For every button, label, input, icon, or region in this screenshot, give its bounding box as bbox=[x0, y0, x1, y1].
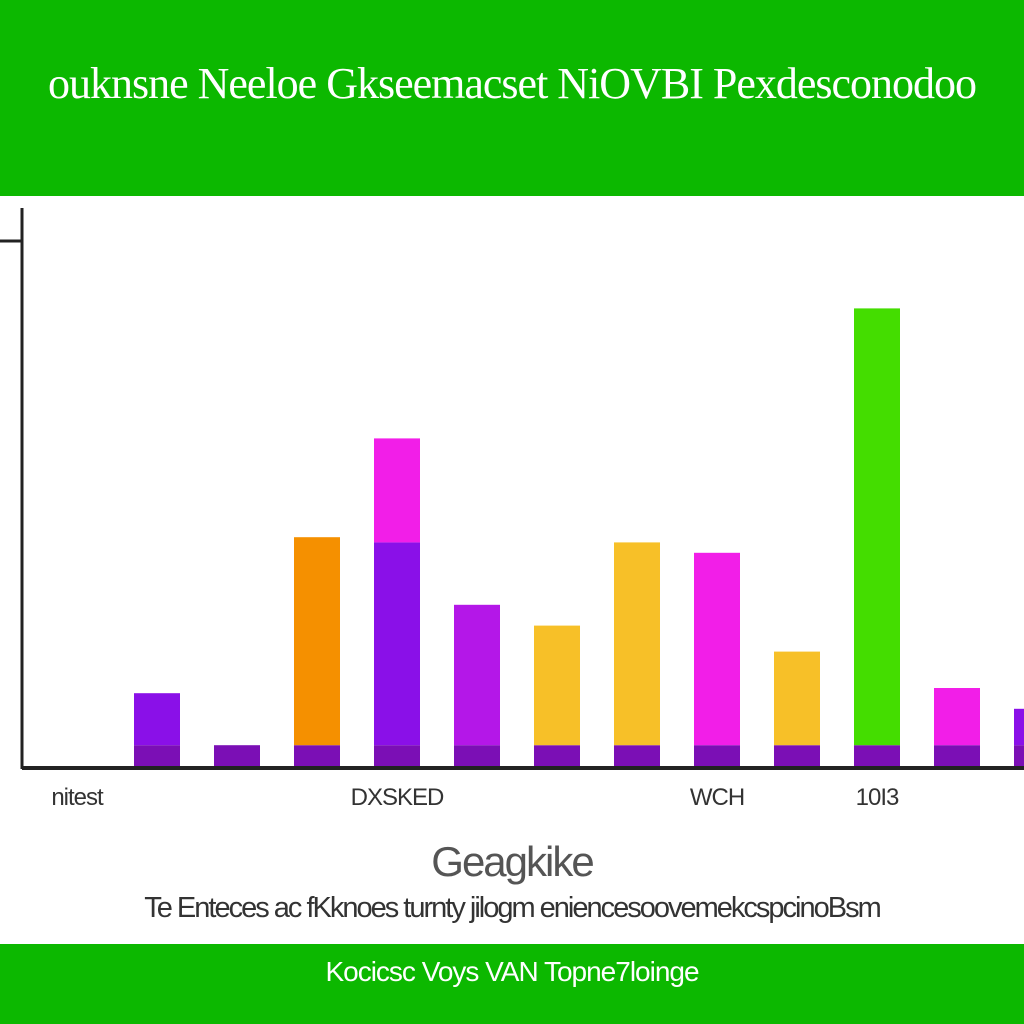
bars-layer bbox=[134, 308, 1024, 766]
bar-8-segment-1 bbox=[694, 552, 740, 746]
bar-1-segment-1 bbox=[134, 693, 180, 746]
footer-band bbox=[0, 944, 1024, 1024]
bar-6-segment-0 bbox=[534, 745, 580, 766]
x-axis-label: Geagkike bbox=[431, 838, 594, 885]
bar-3-segment-1 bbox=[294, 537, 340, 746]
bar-4-segment-2 bbox=[374, 438, 420, 543]
bar-5-segment-1 bbox=[454, 604, 500, 746]
category-label-2: WCH bbox=[689, 784, 745, 811]
bar-9-segment-0 bbox=[774, 745, 820, 766]
bar-4-segment-1 bbox=[374, 542, 420, 746]
bar-7-segment-1 bbox=[614, 542, 660, 746]
bar-8-segment-0 bbox=[694, 745, 740, 766]
bar-3-segment-0 bbox=[294, 745, 340, 766]
bar-4-segment-0 bbox=[374, 745, 420, 766]
bar-chart bbox=[0, 208, 1024, 770]
bar-2-segment-0 bbox=[214, 745, 260, 766]
bar-12-segment-1 bbox=[1014, 708, 1024, 746]
bar-7-segment-0 bbox=[614, 745, 660, 766]
chart-caption: Te Enteces ac fKknoes turnty jilogm enie… bbox=[144, 892, 882, 924]
bar-11-segment-1 bbox=[934, 688, 980, 746]
category-label-1: DXSKED bbox=[350, 784, 445, 811]
bar-11-segment-0 bbox=[934, 745, 980, 766]
category-label-3: 10I3 bbox=[855, 784, 900, 811]
header-band bbox=[0, 0, 1024, 196]
chart-header-title: ouknsne Neeloe Gkseemacset NiOVBI Pexdes… bbox=[47, 59, 977, 108]
category-label-0: nitest bbox=[51, 784, 103, 811]
bar-5-segment-0 bbox=[454, 745, 500, 766]
bar-9-segment-1 bbox=[774, 651, 820, 746]
bar-1-segment-0 bbox=[134, 745, 180, 766]
bar-10-segment-0 bbox=[854, 745, 900, 766]
bar-10-segment-1 bbox=[854, 308, 900, 746]
chart-area bbox=[0, 196, 1024, 796]
bar-6-segment-1 bbox=[534, 625, 580, 746]
bar-12-segment-0 bbox=[1014, 745, 1024, 766]
footer-text: Kocicsc Voys VAN Topne7loinge bbox=[325, 956, 699, 987]
